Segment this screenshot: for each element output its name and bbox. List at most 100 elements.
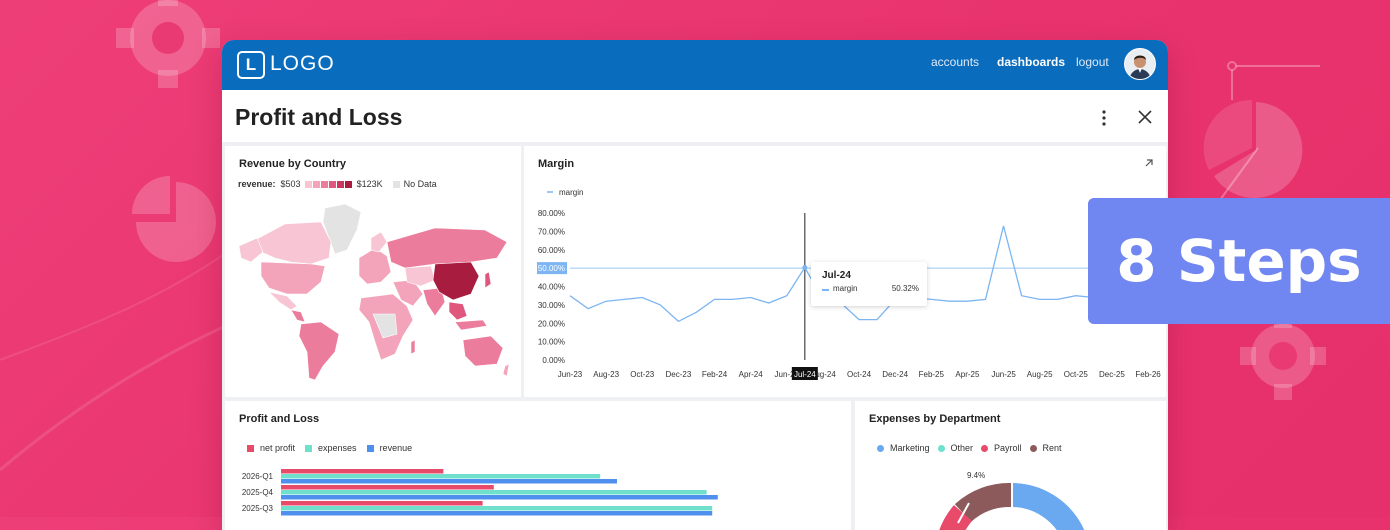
legend-expenses[interactable]: expenses [318, 443, 357, 453]
scale-swatch-4 [336, 180, 344, 188]
card-title: Revenue by Country [239, 158, 346, 170]
connector-decor [1219, 61, 1320, 201]
logo-text: LOGO [270, 52, 335, 75]
map-china [432, 261, 480, 301]
card-title: Expenses by Department [869, 413, 1001, 425]
map-mexico [268, 291, 298, 311]
y-tick-label: 40.00% [538, 283, 565, 292]
x-tick-label: Feb-26 [1135, 370, 1161, 379]
y-tick-label: 50.00% [538, 264, 565, 273]
category-label: 2025-Q4 [242, 488, 274, 497]
legend-swatch-other [937, 444, 945, 452]
dashboard-window: L LOGO accounts dashboards logout Profit… [222, 40, 1168, 530]
card-title: Profit and Loss [239, 413, 320, 425]
x-tick-label: Oct-23 [630, 370, 655, 379]
scale-swatch-5 [344, 180, 352, 188]
x-tick-label: Aug-23 [593, 370, 619, 379]
y-tick-label: 20.00% [538, 319, 565, 328]
legend-marketing[interactable]: Marketing [890, 443, 930, 453]
user-avatar[interactable] [1124, 48, 1156, 80]
x-tick-label: Jun-23 [558, 370, 583, 379]
bar-expenses[interactable] [281, 490, 707, 495]
tooltip-swatch [822, 289, 829, 291]
page-header: Profit and Loss [222, 90, 1168, 142]
x-tick-label: Dec-25 [1099, 370, 1125, 379]
nav-logout[interactable]: logout [1076, 55, 1109, 69]
map-central-america [290, 309, 306, 323]
tooltip-value: 50.32% [891, 284, 919, 293]
legend-revenue[interactable]: revenue [379, 443, 413, 453]
map-russia [386, 227, 508, 269]
y-tick-label: 10.00% [538, 338, 565, 347]
bar-expenses[interactable] [281, 474, 601, 479]
category-label: 2026-Q1 [242, 472, 274, 481]
gear-icon [1240, 312, 1326, 400]
donut-slice-payroll [939, 505, 973, 530]
scale-swatch-2 [320, 180, 328, 188]
no-data-swatch [392, 180, 400, 188]
bar-net-profit[interactable] [281, 485, 494, 490]
x-tick-label: Aug-25 [1027, 370, 1053, 379]
legend-other[interactable]: Other [950, 443, 974, 453]
map-southeast-asia [448, 301, 468, 321]
map-australia [462, 335, 504, 367]
map-south-america [298, 321, 340, 381]
x-tick-label: Oct-24 [847, 370, 872, 379]
x-tick-label: Jun-25 [991, 370, 1016, 379]
map-madagascar [410, 339, 416, 355]
donut-slice-rent [954, 482, 1013, 523]
legend-swatch-net-profit [247, 444, 254, 452]
close-icon[interactable] [1136, 108, 1154, 126]
pie-chart-icon [1203, 99, 1303, 198]
revenue-by-country-card: Revenue by Country revenue: $503 $123K N… [225, 146, 521, 397]
tooltip-series: margin [833, 284, 858, 293]
donut-chart [939, 482, 1085, 530]
nav-dashboards[interactable]: dashboards [997, 55, 1066, 69]
map-new-zealand [502, 363, 510, 377]
x-tick-label: Aug-24 [810, 370, 836, 379]
crosshair-x-label: Jul-24 [794, 370, 816, 379]
legend-swatch-revenue [366, 444, 374, 452]
legend-payroll[interactable]: Payroll [994, 443, 1022, 453]
chart-tooltip: Jul-24 margin 50.32% [811, 262, 927, 306]
nav-accounts[interactable]: accounts [931, 55, 980, 69]
steps-badge: 8 Steps [1088, 198, 1390, 324]
bar-net-profit[interactable] [281, 501, 483, 506]
map-alaska [238, 237, 264, 263]
y-tick-label: 80.00% [538, 209, 565, 218]
logo-mark: L [237, 51, 265, 79]
legend-rent[interactable]: Rent [1042, 443, 1062, 453]
scale-swatch-1 [312, 180, 320, 188]
y-tick-label: 60.00% [538, 246, 565, 255]
map-africa-central [372, 313, 398, 339]
bar-revenue[interactable] [281, 495, 718, 500]
top-navbar: L LOGO accounts dashboards logout [222, 40, 1168, 90]
bar-expenses[interactable] [281, 506, 713, 511]
kebab-menu-icon[interactable] [1095, 108, 1113, 128]
legend-net-profit[interactable]: net profit [260, 443, 296, 453]
scale-swatch-3 [328, 180, 336, 188]
legend-margin[interactable]: margin [559, 188, 583, 197]
legend-no-data: No Data [403, 179, 437, 189]
bar-revenue[interactable] [281, 479, 617, 484]
pie-chart-icon [132, 176, 216, 262]
highlight-point [802, 265, 808, 271]
map-legend: revenue: $503 $123K No Data [238, 179, 437, 189]
x-tick-label: Jun-24 [775, 370, 800, 379]
margin-card: Margin margin 80.00% 70.00% 60.00% 50.00% 40.… [524, 146, 1166, 397]
x-tick-label: Dec-24 [882, 370, 908, 379]
crosshair-x-badge [791, 367, 818, 380]
bar-net-profit[interactable] [281, 469, 444, 474]
avatar-icon [1125, 49, 1155, 79]
bar-revenue[interactable] [281, 511, 713, 516]
legend-swatch-rent [1029, 444, 1037, 452]
tooltip-title: Jul-24 [822, 270, 851, 281]
y-tick-label: 30.00% [538, 301, 565, 310]
legend-swatch-expenses [305, 444, 313, 452]
expenses-by-department-card: Expenses by Department Marketing Other P… [855, 401, 1166, 530]
legend-swatch-marketing [877, 444, 884, 452]
color-scale [304, 180, 353, 188]
expand-arrow-icon[interactable] [1144, 158, 1154, 168]
map-canada [254, 221, 332, 265]
x-tick-label: Feb-24 [702, 370, 728, 379]
